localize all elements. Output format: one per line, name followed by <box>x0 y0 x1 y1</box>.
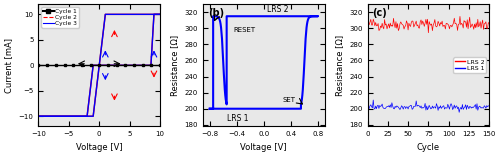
Legend: LRS 2, LRS 1: LRS 2, LRS 1 <box>454 57 486 73</box>
Text: SET: SET <box>282 97 296 103</box>
Y-axis label: Current [mA]: Current [mA] <box>4 38 13 93</box>
Text: LRS 2: LRS 2 <box>267 5 288 14</box>
Legend: Cycle 1, Cycle 2, Cycle 3: Cycle 1, Cycle 2, Cycle 3 <box>42 7 79 28</box>
Text: (b): (b) <box>208 8 224 18</box>
X-axis label: Cycle: Cycle <box>417 143 440 152</box>
Text: LRS 1: LRS 1 <box>226 114 248 123</box>
X-axis label: Voltage [V]: Voltage [V] <box>240 143 287 152</box>
Text: (a): (a) <box>44 8 59 18</box>
Text: (c): (c) <box>372 8 387 18</box>
X-axis label: Voltage [V]: Voltage [V] <box>76 143 122 152</box>
Y-axis label: Resistance [Ω]: Resistance [Ω] <box>170 35 179 96</box>
Y-axis label: Resistance [Ω]: Resistance [Ω] <box>334 35 344 96</box>
Text: RESET: RESET <box>234 27 256 33</box>
